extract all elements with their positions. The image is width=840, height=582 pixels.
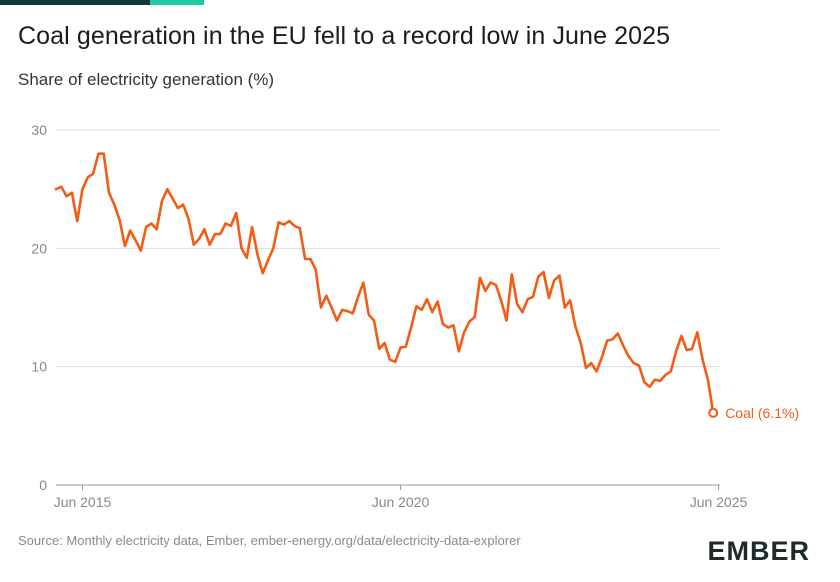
accent-bar: [0, 0, 204, 5]
chart-subtitle: Share of electricity generation (%): [18, 70, 275, 89]
line-chart: 0 10 20 30 Jun 2015 Jun 2020 Jun 2025 Coal (6.1…: [31, 122, 799, 510]
coal-series-line: [54, 152, 715, 415]
y-tick-label: 10: [31, 359, 47, 375]
accent-bar-dark: [0, 0, 150, 5]
ember-logo: EMBER: [707, 536, 810, 566]
source-note: Source: Monthly electricity data, Ember,…: [18, 533, 521, 548]
y-tick-label: 20: [31, 240, 47, 256]
y-tick-label: 30: [31, 122, 47, 138]
coal-end-marker: [708, 407, 719, 418]
x-tick-label: Jun 2025: [690, 494, 748, 510]
x-tick-label: Jun 2015: [54, 494, 112, 510]
chart-title: Coal generation in the EU fell to a reco…: [18, 22, 671, 50]
coal-series-label: Coal (6.1%): [725, 405, 799, 421]
accent-bar-teal: [150, 0, 204, 5]
x-tick-label: Jun 2020: [372, 494, 430, 510]
y-tick-label: 0: [39, 477, 47, 493]
